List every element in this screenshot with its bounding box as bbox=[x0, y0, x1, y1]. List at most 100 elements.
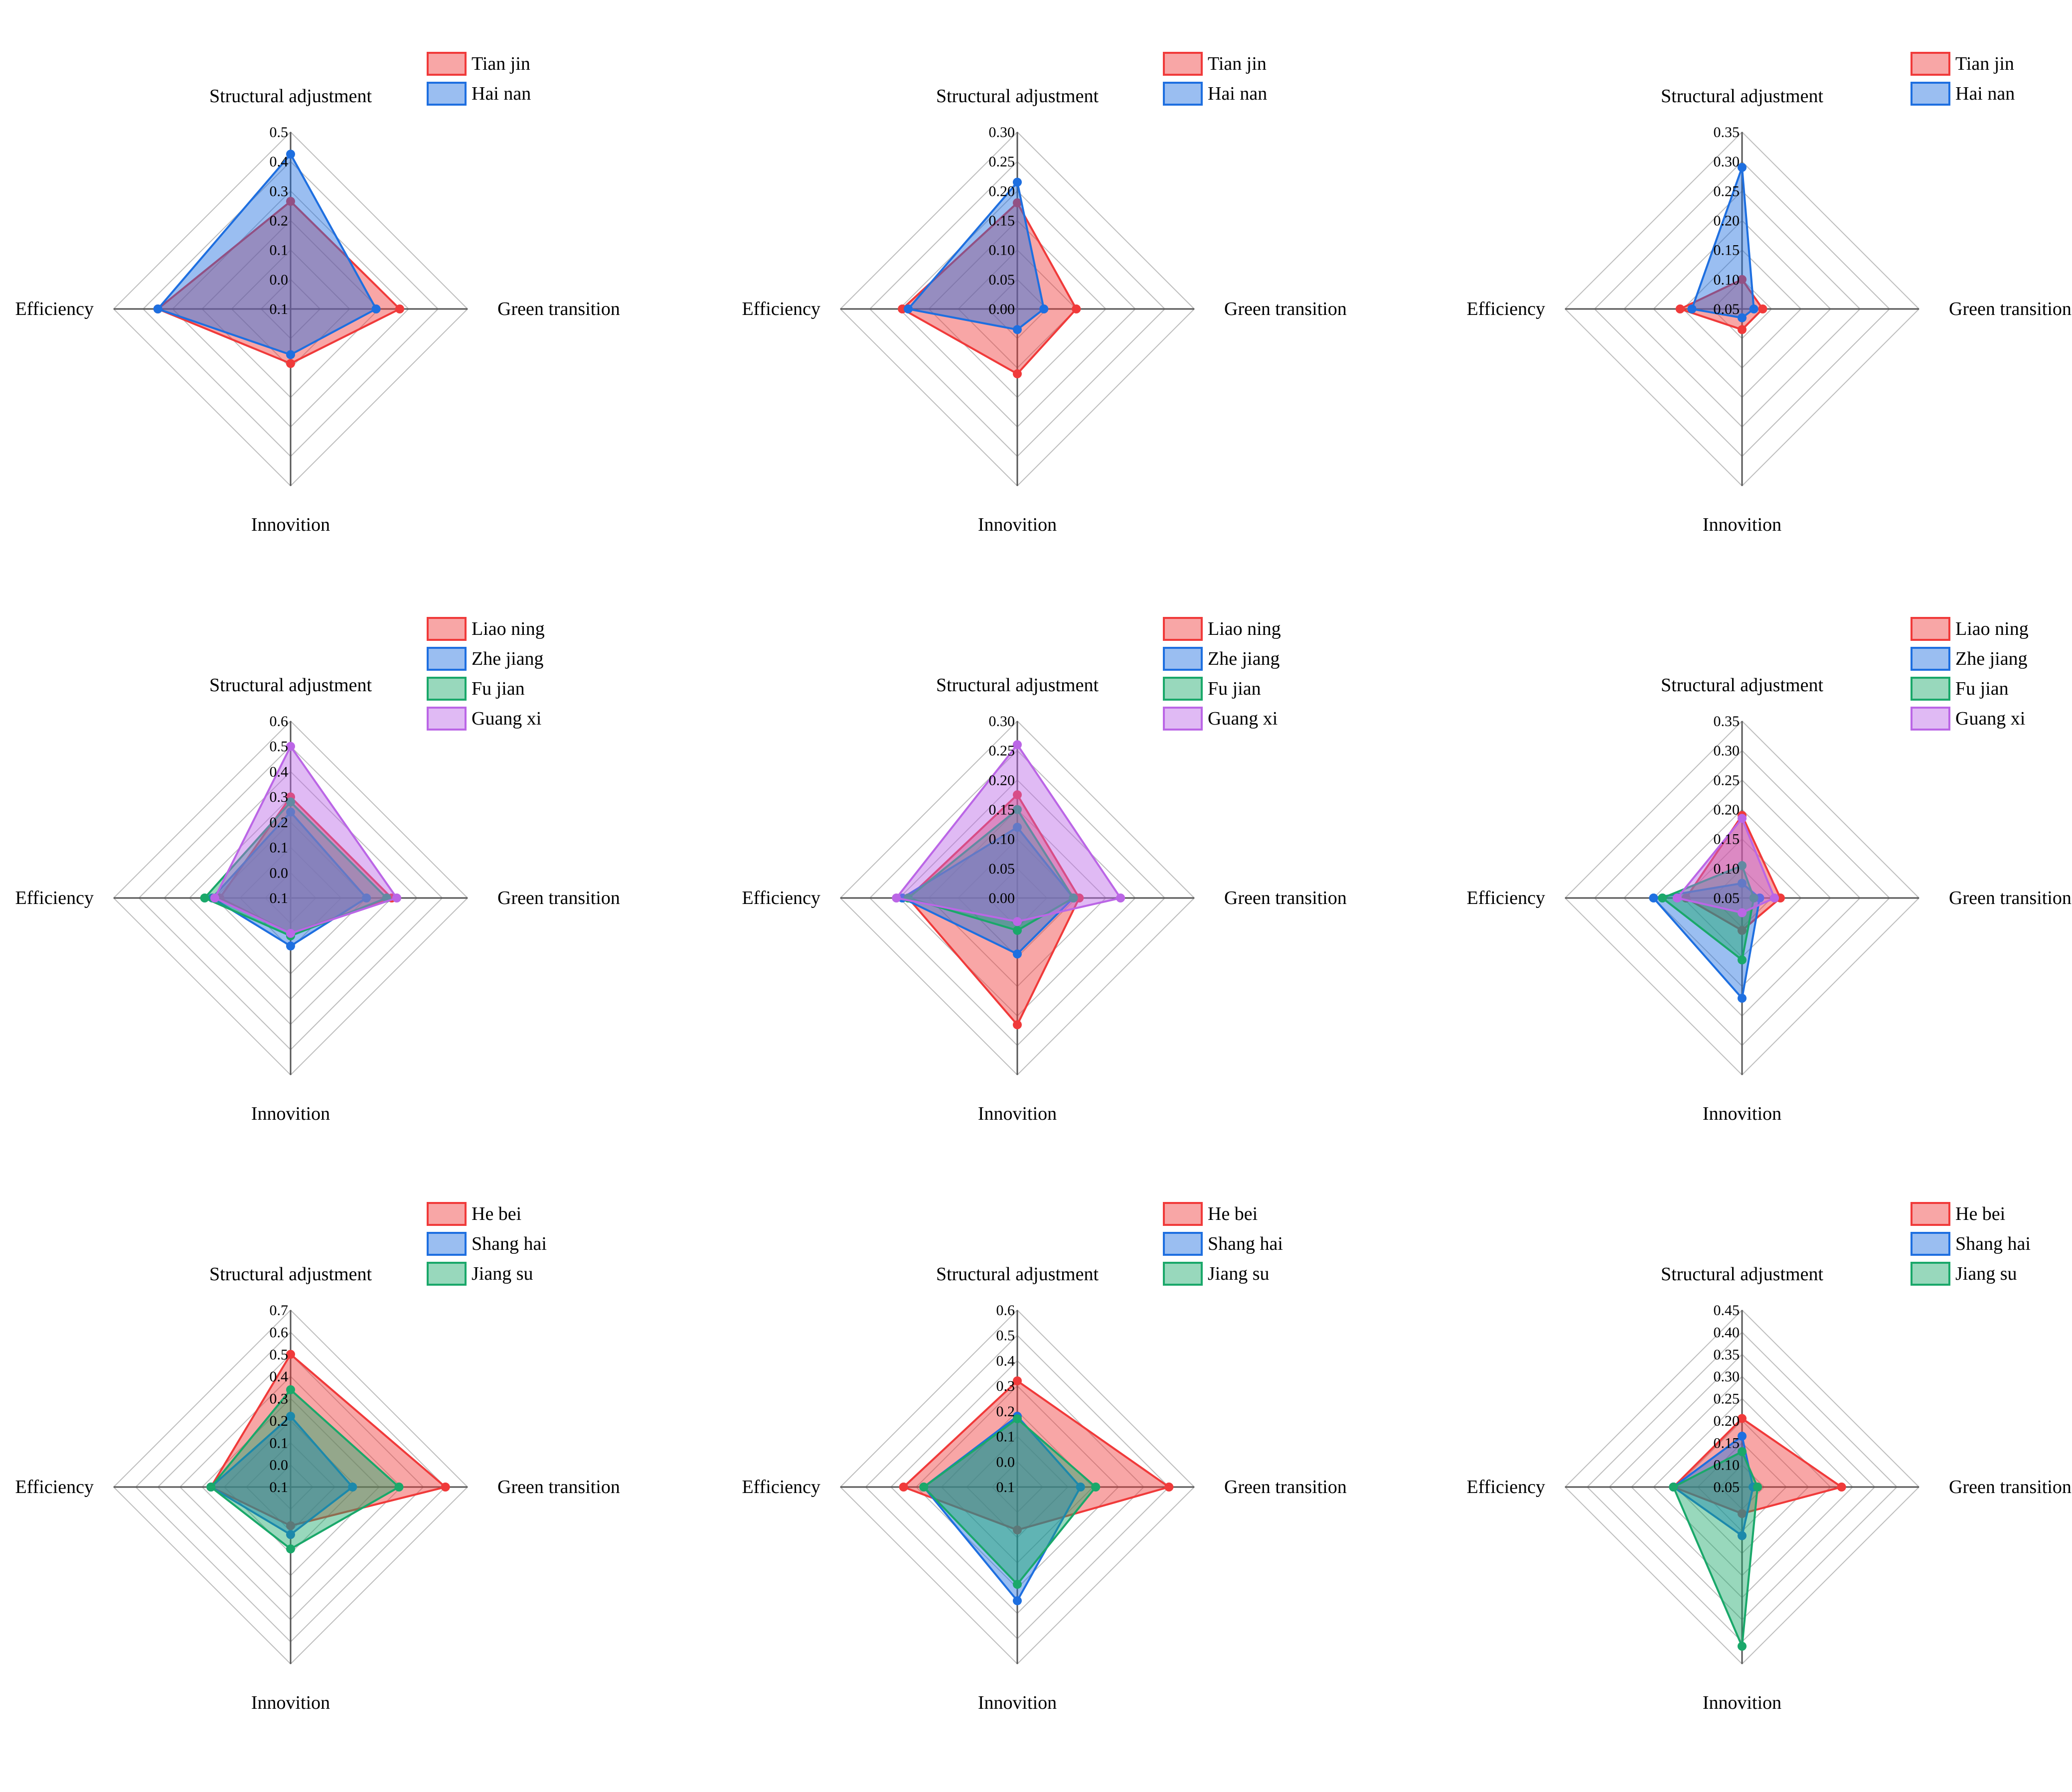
legend-label-shang-hai: Shang hai bbox=[1208, 1233, 1283, 1254]
axis-label-green: Green transition bbox=[1224, 1477, 1347, 1497]
legend: He bei Shang hai Jiang su bbox=[427, 1202, 547, 1286]
radar-chart-3: 0.35 0.30 0.25 0.20 0.15 0.10 0.05 Structural a… bbox=[1466, 52, 2072, 535]
legend: Tian jin Hai nan bbox=[1163, 52, 1267, 106]
data-point-hai-nan-innovition bbox=[1013, 325, 1022, 334]
tick-label: 0.00 bbox=[989, 890, 1015, 906]
legend-label-tian-jin: Tian jin bbox=[1955, 53, 2014, 74]
data-point-fu-jian-innovition bbox=[1013, 926, 1022, 935]
legend-swatch-he-bei bbox=[427, 1202, 467, 1226]
legend: Tian jin Hai nan bbox=[1911, 52, 2015, 106]
legend: He bei Shang hai Jiang su bbox=[1163, 1202, 1283, 1286]
tick-label: 0.5 bbox=[996, 1328, 1015, 1344]
data-point-guang-xi-green-transition bbox=[1116, 894, 1125, 902]
tick-label: 0.4 bbox=[270, 763, 289, 780]
data-point-guang-xi-innovition bbox=[1013, 917, 1022, 926]
legend-label-tian-jin: Tian jin bbox=[472, 53, 530, 74]
data-point-fu-jian-green-transition bbox=[1069, 894, 1078, 902]
tick-label: 0.4 bbox=[996, 1352, 1015, 1369]
tick-label: 0.3 bbox=[270, 1391, 289, 1407]
axis-label-innovition: Innovition bbox=[1703, 514, 1781, 535]
legend-label-guang-xi: Guang xi bbox=[1208, 708, 1277, 729]
data-point-tian-jin-innovition bbox=[1738, 325, 1747, 334]
tick-label: 0.20 bbox=[989, 183, 1015, 199]
legend-swatch-liao-ning bbox=[1911, 617, 1950, 641]
data-point-zhe-jiang-structural-adjustment bbox=[1013, 823, 1022, 832]
data-point-hai-nan-efficiency bbox=[904, 304, 913, 313]
legend-label-liao-ning: Liao ning bbox=[1208, 618, 1281, 639]
data-point-zhe-jiang-innovition bbox=[1013, 949, 1022, 959]
tick-label: 0.20 bbox=[1714, 1413, 1740, 1429]
axis-label-innovition: Innovition bbox=[978, 1692, 1057, 1713]
tick-label: 0.10 bbox=[989, 242, 1015, 259]
axis-label-structural: Structural adjustment bbox=[936, 86, 1099, 107]
axis-label-green: Green transition bbox=[1949, 1477, 2072, 1497]
legend-label-he-bei: He bei bbox=[1208, 1203, 1258, 1224]
tick-label: 0.05 bbox=[989, 861, 1015, 877]
data-point-jiang-su-innovition bbox=[286, 1544, 295, 1554]
legend-swatch-liao-ning bbox=[1163, 617, 1203, 641]
legend: Liao ning Zhe jiang Fu jian Guang xi bbox=[427, 617, 545, 731]
tick-label: 0.30 bbox=[1714, 743, 1740, 759]
legend-swatch-hai-nan bbox=[1163, 82, 1203, 106]
tick-label: 0.6 bbox=[270, 713, 289, 730]
axis-label-efficiency: Efficiency bbox=[15, 1477, 94, 1497]
tick-label: 0.1 bbox=[270, 890, 289, 906]
legend: Liao ning Zhe jiang Fu jian Guang xi bbox=[1163, 617, 1281, 731]
legend-swatch-shang-hai bbox=[1163, 1232, 1203, 1256]
data-point-guang-xi-innovition bbox=[286, 929, 295, 938]
data-point-jiang-su-green-transition bbox=[1753, 1483, 1762, 1492]
data-point-tian-jin-structural-adjustment bbox=[1013, 198, 1022, 207]
radar-chart-6: 0.35 0.30 0.25 0.20 0.15 0.10 0.05 Structural a… bbox=[1466, 617, 2072, 1124]
legend-label-fu-jian: Fu jian bbox=[472, 678, 525, 699]
tick-label: 0.05 bbox=[1714, 1479, 1740, 1495]
tick-label: 0.0 bbox=[270, 272, 289, 288]
data-point-jiang-su-efficiency bbox=[206, 1483, 216, 1492]
tick-label: 0.25 bbox=[989, 743, 1015, 759]
legend-swatch-guang-xi bbox=[427, 707, 467, 731]
axis-label-green: Green transition bbox=[497, 1477, 620, 1497]
axis-label-structural: Structural adjustment bbox=[936, 1264, 1099, 1285]
series-area-guang-xi bbox=[213, 745, 398, 934]
axis-label-innovition: Innovition bbox=[251, 1692, 330, 1713]
legend-swatch-hai-nan bbox=[427, 82, 467, 106]
data-point-shang-hai-innovition bbox=[286, 1530, 295, 1539]
radar-chart-4: 0.6 0.5 0.4 0.3 0.2 0.1 0.0 0.1 Structural adjus… bbox=[15, 617, 620, 1124]
legend-swatch-zhe-jiang bbox=[427, 647, 467, 671]
tick-label: 0.5 bbox=[270, 739, 289, 755]
data-point-guang-xi-efficiency bbox=[892, 894, 901, 902]
tick-label: 0.1 bbox=[996, 1429, 1015, 1445]
tick-label: 0.1 bbox=[996, 1479, 1015, 1495]
radar-chart-5: 0.30 0.25 0.20 0.15 0.10 0.05 0.00 Structural a… bbox=[742, 617, 1347, 1124]
legend-label-he-bei: He bei bbox=[472, 1203, 521, 1224]
data-point-zhe-jiang-innovition bbox=[1738, 994, 1747, 1003]
radar-chart-9: 0.45 0.40 0.35 0.30 0.25 0.20 0.15 0.10 0.05 Stru… bbox=[1466, 1202, 2072, 1713]
data-point-guang-xi-structural-adjustment bbox=[286, 742, 295, 751]
data-point-jiang-su-efficiency bbox=[1669, 1483, 1678, 1492]
tick-label: 0.25 bbox=[1714, 1391, 1740, 1407]
axis-label-efficiency: Efficiency bbox=[1466, 299, 1545, 319]
radar-chart-2: 0.30 0.25 0.20 0.15 0.10 0.05 0.00 Structural a… bbox=[742, 52, 1347, 535]
tick-label: 0.0 bbox=[996, 1454, 1015, 1470]
data-point-he-bei-innovition bbox=[1013, 1525, 1022, 1535]
legend-label-zhe-jiang: Zhe jiang bbox=[472, 648, 544, 669]
legend-label-liao-ning: Liao ning bbox=[472, 618, 545, 639]
tick-label: 0.5 bbox=[270, 124, 289, 141]
data-point-zhe-jiang-green-transition bbox=[362, 894, 371, 902]
axis-label-efficiency: Efficiency bbox=[15, 888, 94, 908]
legend-label-hai-nan: Hai nan bbox=[1955, 83, 2015, 104]
tick-label: 0.30 bbox=[989, 713, 1015, 730]
data-point-jiang-su-structural-adjustment bbox=[1738, 1447, 1747, 1456]
data-point-shang-hai-green-transition bbox=[1076, 1483, 1085, 1492]
tick-label: 0.2 bbox=[996, 1403, 1015, 1420]
tick-label: 0.35 bbox=[1714, 124, 1740, 141]
data-point-he-bei-green-transition bbox=[441, 1483, 450, 1492]
legend-label-guang-xi: Guang xi bbox=[472, 708, 541, 729]
legend-swatch-shang-hai bbox=[427, 1232, 467, 1256]
data-point-jiang-su-green-transition bbox=[1091, 1483, 1101, 1492]
data-point-jiang-su-innovition bbox=[1013, 1580, 1022, 1589]
tick-label: 0.35 bbox=[1714, 1346, 1740, 1363]
tick-label: 0.25 bbox=[989, 153, 1015, 170]
axis-label-innovition: Innovition bbox=[251, 514, 330, 535]
axis-label-green: Green transition bbox=[1224, 888, 1347, 908]
